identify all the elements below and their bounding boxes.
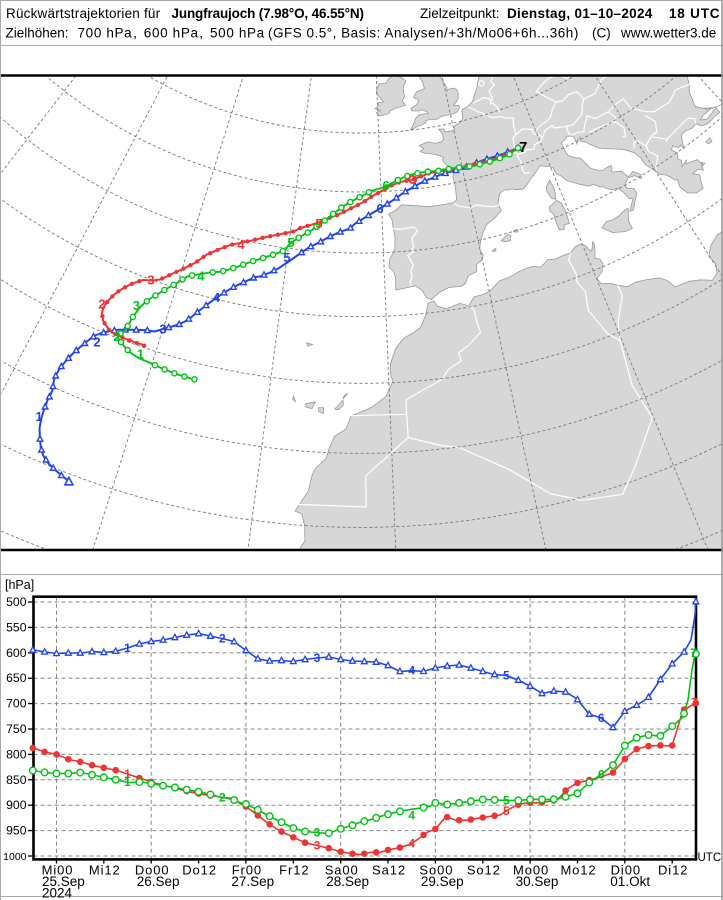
svg-text:Do12: Do12 — [182, 863, 217, 878]
svg-text:5: 5 — [287, 235, 294, 250]
svg-text:900: 900 — [6, 798, 27, 812]
svg-text:Do00: Do00 — [135, 863, 170, 878]
svg-text:[hPa]: [hPa] — [5, 578, 34, 592]
svg-text:750: 750 — [6, 722, 27, 736]
svg-text:Zielhöhen:: Zielhöhen: — [6, 25, 69, 40]
svg-text:Mi00: Mi00 — [42, 863, 74, 878]
svg-text:Mo12: Mo12 — [560, 863, 596, 878]
svg-text:800: 800 — [6, 747, 27, 761]
svg-text:Jungfraujoch (7.98°O, 46.55°N): Jungfraujoch (7.98°O, 46.55°N) — [172, 6, 364, 21]
svg-text:1: 1 — [124, 767, 131, 781]
svg-text:Di12: Di12 — [658, 863, 688, 878]
svg-text:3: 3 — [314, 839, 321, 853]
svg-text:650: 650 — [6, 671, 27, 685]
svg-text:1: 1 — [35, 409, 42, 424]
svg-text:6: 6 — [376, 201, 383, 216]
svg-text:18 UTC: 18 UTC — [669, 6, 720, 21]
svg-text:,: , — [199, 25, 203, 40]
svg-text:3: 3 — [147, 273, 154, 288]
svg-text:1000: 1000 — [3, 851, 27, 863]
svg-text:950: 950 — [6, 824, 27, 838]
svg-text:Dienstag, 01–10–2024: Dienstag, 01–10–2024 — [507, 6, 653, 21]
svg-text:3: 3 — [159, 322, 166, 337]
svg-text:(C): (C) — [592, 25, 611, 40]
svg-text:4: 4 — [408, 664, 415, 678]
svg-text:4: 4 — [408, 808, 415, 822]
svg-text:1: 1 — [137, 347, 144, 362]
svg-text:2024: 2024 — [42, 886, 73, 900]
svg-text:Rückwärtstrajektorien für: Rückwärtstrajektorien für — [6, 6, 161, 21]
svg-text:5: 5 — [503, 669, 510, 683]
svg-text:Sa12: Sa12 — [372, 863, 406, 878]
svg-text:Mo00: Mo00 — [513, 863, 549, 878]
svg-text:,: , — [133, 25, 137, 40]
svg-text:27.Sep: 27.Sep — [231, 874, 274, 889]
svg-text:5: 5 — [503, 804, 510, 818]
svg-text:Di00: Di00 — [611, 863, 641, 878]
svg-text:1: 1 — [124, 641, 131, 655]
svg-text:7: 7 — [519, 139, 527, 156]
svg-text:600: 600 — [6, 646, 27, 660]
svg-text:So00: So00 — [419, 863, 453, 878]
svg-text:700: 700 — [6, 697, 27, 711]
svg-text:850: 850 — [6, 773, 27, 787]
svg-text:500: 500 — [6, 595, 27, 609]
svg-text:4: 4 — [213, 290, 221, 305]
svg-text:7: 7 — [691, 696, 698, 710]
svg-text:500 hPa: 500 hPa — [210, 25, 265, 40]
svg-text:UTC: UTC — [698, 852, 722, 864]
svg-text:3: 3 — [314, 651, 321, 665]
svg-text:26.Sep: 26.Sep — [137, 874, 180, 889]
svg-text:6: 6 — [598, 768, 605, 782]
svg-text:(GFS 0.5°, Basis: Analysen/+3h: (GFS 0.5°, Basis: Analysen/+3h/Mo06+6h..… — [268, 25, 579, 40]
svg-text:6: 6 — [382, 178, 389, 193]
svg-text:6: 6 — [598, 711, 605, 725]
svg-text:4: 4 — [408, 836, 415, 850]
svg-text:01.Okt: 01.Okt — [610, 874, 650, 889]
svg-text:Sa00: Sa00 — [325, 863, 359, 878]
svg-text:2: 2 — [113, 329, 120, 344]
svg-text:30.Sep: 30.Sep — [516, 874, 559, 889]
svg-text:So12: So12 — [467, 863, 501, 878]
svg-text:Mi12: Mi12 — [89, 863, 121, 878]
svg-text:Fr00: Fr00 — [232, 863, 262, 878]
svg-text:4: 4 — [237, 237, 245, 252]
svg-text:www.wetter3.de: www.wetter3.de — [620, 25, 716, 40]
svg-text:600 hPa: 600 hPa — [144, 25, 199, 40]
svg-text:2: 2 — [219, 791, 226, 805]
svg-text:29.Sep: 29.Sep — [421, 874, 464, 889]
svg-text:Zielzeitpunkt:: Zielzeitpunkt: — [420, 6, 500, 21]
svg-text:1: 1 — [124, 775, 131, 789]
svg-text:2: 2 — [98, 297, 105, 312]
svg-text:7: 7 — [690, 646, 697, 660]
svg-text:5: 5 — [315, 216, 322, 231]
svg-text:550: 550 — [6, 620, 27, 634]
svg-text:3: 3 — [314, 826, 321, 840]
svg-text:4: 4 — [197, 269, 205, 284]
svg-text:28.Sep: 28.Sep — [326, 874, 369, 889]
svg-text:3: 3 — [133, 298, 140, 313]
svg-text:2: 2 — [93, 335, 100, 350]
svg-text:Fr12: Fr12 — [279, 863, 309, 878]
svg-text:5: 5 — [503, 793, 510, 807]
svg-text:2: 2 — [219, 632, 226, 646]
svg-text:5: 5 — [283, 250, 290, 265]
svg-text:700 hPa: 700 hPa — [78, 25, 133, 40]
svg-text:25.Sep: 25.Sep — [42, 874, 85, 889]
